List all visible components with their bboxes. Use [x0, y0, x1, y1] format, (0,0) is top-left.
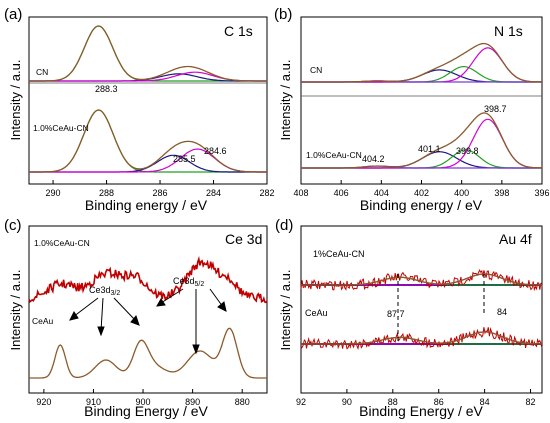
x-tick-label: 396: [534, 188, 549, 198]
panel-d-series-1-label: 1%CeAu-CN: [313, 249, 365, 259]
x-tick-label: 900: [136, 397, 151, 407]
panel-a-ylabel: Intensity / a.u.: [8, 60, 23, 141]
panel-d-title: Au 4f: [499, 231, 532, 247]
x-tick-label: 890: [185, 397, 200, 407]
panel-d-label: (d): [275, 217, 293, 234]
panel-a-series-1-label: CN: [36, 67, 48, 77]
panel-b-label: (b): [274, 6, 292, 23]
series-trace-2: [29, 327, 267, 379]
arrow: [72, 297, 99, 318]
panel-c-ticks: 920 910 900 890 880: [36, 389, 250, 407]
panel-c-annotation-2: Ce3d5/2: [173, 276, 204, 288]
panel-b-peak-1-label: 404.2: [362, 154, 385, 164]
panel-a: 290 288 286 284 282 (a) C 1s CN 1.0%CeAu-CN …: [4, 6, 275, 213]
panel-b-xlabel: Binding energy / eV: [360, 197, 483, 213]
panel-d-series-2-label: CeAu: [305, 308, 328, 318]
arrowhead: [69, 311, 79, 321]
panel-a-xlabel: Binding energy / eV: [85, 197, 208, 213]
panel-b-series-2-label: 1.0%CeAu-CN: [306, 150, 362, 160]
raw-trace: [300, 327, 543, 351]
panel-b-ylabel: Intensity / a.u.: [278, 60, 293, 141]
arrowhead: [97, 326, 105, 337]
panel-c-xlabel: Binding Energy / eV: [84, 403, 208, 419]
panel-a-curves: [29, 25, 267, 173]
arrowhead: [192, 344, 200, 355]
arrow: [160, 288, 184, 304]
panel-c-series-2-label: CeAu: [32, 316, 54, 326]
panel-b-peak-3-label: 399.8: [456, 146, 479, 156]
x-tick-label: 288: [99, 188, 114, 198]
panel-c-title: Ce 3d: [225, 231, 262, 247]
x-tick-label: 88: [388, 397, 398, 407]
x-tick-label: 286: [153, 188, 168, 198]
x-tick-label: 290: [46, 188, 61, 198]
x-tick-label: 284: [206, 188, 221, 198]
component-peak-398.7: [301, 47, 542, 83]
panel-b-curves: [301, 42, 543, 169]
panel-c-arrows: [69, 288, 227, 355]
x-tick-label: 84: [480, 397, 490, 407]
x-tick-label: 920: [36, 397, 51, 407]
panel-c-frame: [28, 225, 268, 394]
component-peak-288.3: [29, 109, 267, 173]
panel-c-curves: [28, 255, 268, 379]
arrow: [113, 297, 137, 322]
panel-b-ticks: 408 406 404 402 400 398 396: [293, 180, 550, 198]
fit-envelope: [29, 109, 267, 173]
panel-a-peak-3-label: 284.6: [204, 146, 227, 156]
panel-d-ticks: 92 90 88 86 84 82: [296, 389, 536, 407]
panel-a-peak-2-label: 285.5: [173, 154, 196, 164]
raw-trace: [300, 269, 543, 292]
panel-a-frame: [28, 16, 268, 185]
panel-b-title: N 1s: [494, 23, 523, 39]
arrowhead: [217, 301, 227, 312]
panel-d-peak-2-label: 84: [497, 307, 507, 317]
panel-a-peak-1-label: 288.3: [95, 84, 118, 94]
panel-d-peak-1-label: 87.7: [387, 309, 405, 319]
panel-d-curves: [300, 269, 543, 351]
panel-c-annotation-1: Ce3d3/2: [89, 285, 120, 297]
panel-d-frame: [300, 225, 543, 394]
panel-c-ylabel: Intensity / a.u.: [8, 270, 23, 351]
x-tick-label: 910: [86, 397, 101, 407]
x-tick-label: 880: [235, 397, 250, 407]
fit-envelope: [301, 331, 542, 345]
x-tick-label: 92: [296, 397, 306, 407]
fit-envelope: [301, 112, 543, 169]
panel-c-series-1-label: 1.0%CeAu-CN: [34, 238, 90, 248]
panel-c-label: (c): [4, 217, 22, 234]
x-tick-label: 404: [374, 188, 389, 198]
panel-b-series-1-label: CN: [310, 65, 322, 75]
panel-c: 920 910 900 890 880 (c) Ce 3d 1.0%CeAu-CN Ce…: [4, 217, 268, 419]
x-tick-label: 86: [434, 397, 444, 407]
panel-d-xlabel: Binding Energy / eV: [359, 403, 483, 419]
x-tick-label: 282: [259, 188, 274, 198]
arrow: [100, 297, 104, 332]
x-tick-label: 408: [293, 188, 308, 198]
component-peak-401.1: [301, 69, 542, 83]
panel-d: 92 90 88 86 84 82 (d) Au 4f 1%CeAu-CN CeAu 87…: [275, 217, 543, 419]
panel-a-title: C 1s: [224, 23, 253, 39]
x-tick-label: 400: [454, 188, 469, 198]
x-tick-label: 398: [494, 188, 509, 198]
panel-a-label: (a): [4, 6, 22, 23]
panel-b: 408 406 404 402 400 398 396 (b) N 1s CN 1.0%Ce…: [274, 6, 550, 213]
fit-envelope: [301, 273, 542, 286]
panel-b-peak-2-label: 401.1: [418, 144, 441, 154]
x-tick-label: 406: [334, 188, 349, 198]
x-tick-label: 90: [342, 397, 352, 407]
fit-envelope: [29, 25, 267, 82]
panel-a-ticks: 290 288 286 284 282: [46, 180, 275, 198]
panel-b-peak-4-label: 398.7: [484, 104, 507, 114]
fit-envelope: [301, 42, 542, 83]
series-trace-1: [28, 255, 268, 304]
x-tick-label: 402: [414, 188, 429, 198]
panel-a-series-2-label: 1.0%CeAu-CN: [33, 123, 89, 133]
x-tick-label: 82: [526, 397, 536, 407]
arrowhead: [156, 298, 166, 307]
panel-d-ylabel: Intensity / a.u.: [278, 270, 293, 351]
arrowhead: [130, 314, 140, 326]
component-peak-285.5: [29, 154, 267, 173]
